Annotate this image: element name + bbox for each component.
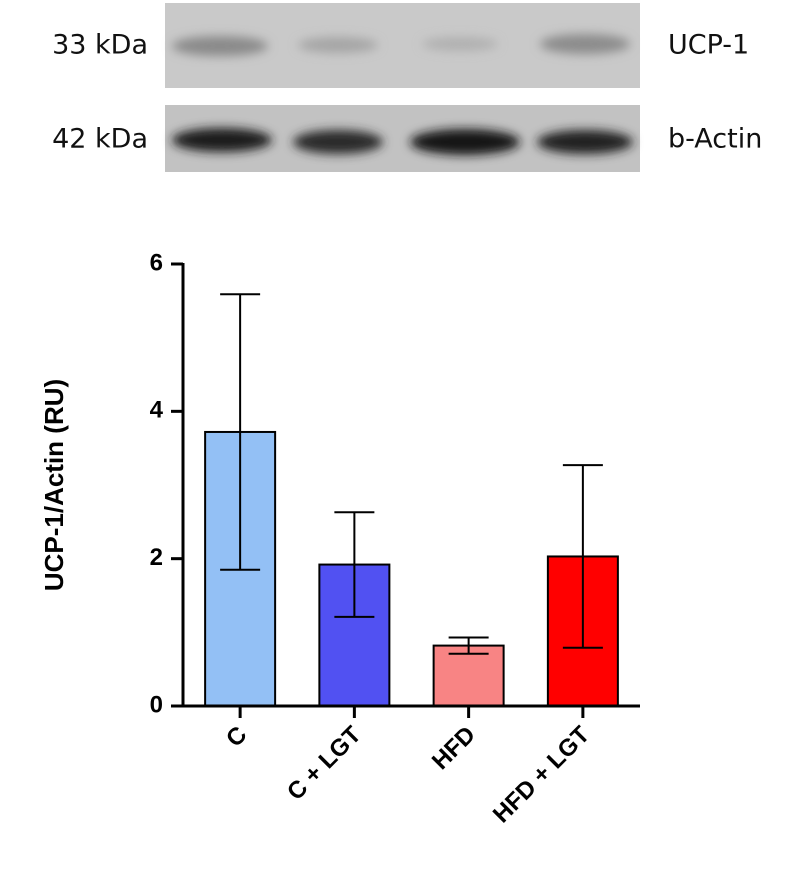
bar [432,644,505,707]
x-tick-label: C + LGT [282,721,367,806]
band-size: 42 kDa [52,124,148,155]
y-tick-label: 0 [150,691,163,718]
band-size: 33 kDa [52,30,148,61]
y-tick-label: 4 [150,397,164,424]
western-blot: 33 kDa UCP-1 42 kDa b-Actin [52,3,762,172]
protein-name: b-Actin [668,124,762,155]
blot-bands [172,128,633,155]
blot-bands [172,34,630,56]
y-tick-label: 2 [150,544,163,571]
x-tick-label: C [221,721,252,752]
y-axis-title: UCP-1/Actin (RU) [39,379,69,591]
protein-name: UCP-1 [668,30,749,61]
x-tick-label: HFD [427,721,481,775]
y-tick-label: 6 [150,249,163,276]
x-tick-label: HFD + LGT [488,721,595,828]
